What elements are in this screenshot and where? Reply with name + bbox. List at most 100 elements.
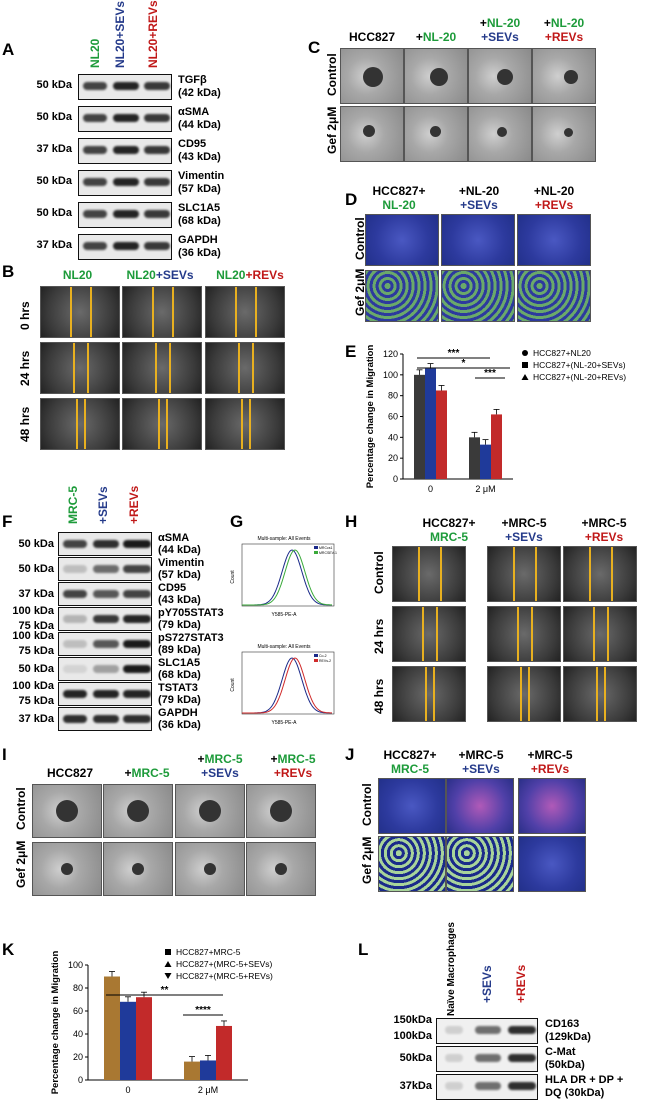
scratch-boundary-line bbox=[528, 667, 530, 721]
panel-f-blot bbox=[58, 707, 152, 731]
bar bbox=[425, 368, 436, 479]
panel-j-col-line2: MRC-5 bbox=[391, 762, 429, 776]
flow-ylabel: Count bbox=[230, 570, 236, 584]
blot-band bbox=[123, 665, 151, 673]
panel-h-micrograph bbox=[392, 606, 466, 662]
panel-f-size-label: (79 kDa) bbox=[158, 694, 201, 706]
scratch-boundary-line bbox=[607, 607, 609, 661]
blot-band bbox=[93, 590, 119, 598]
panel-a-kda-label: 50 kDa bbox=[36, 175, 72, 187]
scratch-boundary-line bbox=[517, 607, 519, 661]
panel-i-micrograph bbox=[32, 842, 102, 896]
panel-j-col-line1: +MRC-5 bbox=[527, 748, 573, 762]
panel-c-micrograph bbox=[468, 106, 532, 162]
scratch-boundary-line bbox=[166, 399, 168, 449]
panel-f-blot bbox=[58, 532, 152, 556]
panel-l-protein-label: CD163 bbox=[545, 1018, 580, 1030]
blot-band bbox=[62, 640, 87, 648]
blot-band bbox=[123, 640, 151, 648]
scratch-boundary-line bbox=[84, 399, 86, 449]
panel-f-size-label: (89 kDa) bbox=[158, 644, 201, 656]
scratch-boundary-line bbox=[158, 399, 160, 449]
panel-a-protein-label: αSMA bbox=[178, 106, 210, 118]
panel-c-letter: C bbox=[308, 38, 321, 57]
scratch-boundary-line bbox=[531, 607, 533, 661]
panel-f-protein-label: pS727STAT3 bbox=[158, 632, 224, 644]
panel-l-lane-3: +REVs bbox=[514, 964, 528, 1003]
panel-i-row-label: Gef 2μM bbox=[14, 840, 28, 888]
panel-i-row-label: Control bbox=[14, 787, 28, 830]
panel-j-col-line2: +SEVs bbox=[462, 762, 500, 776]
blot-band bbox=[475, 1054, 501, 1062]
blot-band bbox=[113, 114, 139, 122]
blot-band bbox=[93, 540, 119, 548]
panel-j-micrograph bbox=[518, 778, 586, 834]
panel-g-letter: G bbox=[230, 512, 244, 531]
panel-h-col-header: HCC827+ MRC-5 bbox=[410, 516, 488, 544]
bar bbox=[469, 437, 480, 479]
panel-j-micrograph bbox=[378, 778, 446, 834]
panel-f-protein-label: TSTAT3 bbox=[158, 682, 198, 694]
panel-b-letter: B bbox=[2, 262, 15, 281]
blot-band bbox=[445, 1026, 463, 1034]
panel-d-col-line2: NL-20 bbox=[382, 198, 416, 212]
scratch-boundary-line bbox=[252, 343, 254, 393]
panel-h-row-label: 48 hrs bbox=[372, 678, 386, 714]
x-tick-label: 0 bbox=[428, 484, 433, 494]
panel-a-size-label: (36 kDa) bbox=[178, 247, 221, 259]
blot-band bbox=[82, 114, 107, 122]
blot-band bbox=[62, 565, 87, 573]
y-tick-label: 120 bbox=[383, 349, 398, 359]
blot-band bbox=[123, 690, 151, 698]
legend-marker bbox=[165, 949, 171, 955]
panel-j-col-header: +MRC-5 +REVs bbox=[512, 748, 588, 776]
blot-band bbox=[62, 690, 87, 698]
panel-d-micrograph bbox=[517, 214, 591, 266]
plus-sign: + bbox=[124, 766, 132, 780]
x-tick-label: 2 μM bbox=[475, 484, 495, 494]
spheroid bbox=[497, 69, 513, 85]
panel-e-letter: E bbox=[345, 342, 357, 361]
panel-b-micrograph bbox=[122, 398, 202, 450]
panel-h-col-line1: +MRC-5 bbox=[581, 516, 627, 530]
panel-l-size-label: (129kDa) bbox=[545, 1031, 591, 1043]
flow-legend-swatch bbox=[314, 659, 318, 662]
panel-a-kda-label: 50 kDa bbox=[36, 79, 72, 91]
panel-c-row-label: Gef 2μM bbox=[325, 106, 339, 154]
y-axis-label: Percentage change in Migration bbox=[50, 951, 61, 1095]
spheroid bbox=[430, 126, 441, 137]
panel-c-col-3: +NL-20 +SEVs bbox=[468, 16, 532, 44]
legend-marker bbox=[521, 374, 529, 380]
panel-a-size-label: (42 kDa) bbox=[178, 87, 221, 99]
panel-f-kda-label: 37 kDa bbox=[18, 588, 54, 600]
panel-i-letter: I bbox=[2, 745, 7, 764]
panel-f-blot bbox=[58, 607, 152, 631]
blot-band bbox=[123, 540, 151, 548]
scratch-boundary-line bbox=[73, 343, 75, 393]
blot-band bbox=[93, 640, 119, 648]
panel-j-micrograph bbox=[446, 836, 514, 892]
panel-d-letter: D bbox=[345, 190, 358, 209]
legend-marker bbox=[522, 362, 528, 368]
panel-f-lane-1: MRC-5 bbox=[66, 486, 80, 524]
panel-f-size-label: (68 kDa) bbox=[158, 669, 201, 681]
blot-band bbox=[93, 690, 119, 698]
y-tick-label: 40 bbox=[73, 1029, 83, 1039]
panel-l-blot bbox=[436, 1018, 538, 1044]
scratch-boundary-line bbox=[425, 667, 427, 721]
panel-j-letter: J bbox=[345, 745, 355, 764]
panel-f-lane-2: +SEVs bbox=[96, 486, 110, 524]
panel-j-micrograph bbox=[446, 778, 514, 834]
panel-b-micrograph bbox=[40, 286, 120, 338]
legend-label: HCC827+(MRC-5+REVs) bbox=[176, 971, 273, 981]
blot-band bbox=[508, 1054, 536, 1062]
panel-f-blot bbox=[58, 632, 152, 656]
scratch-boundary-line bbox=[433, 667, 435, 721]
panel-j-col-header: HCC827+ MRC-5 bbox=[372, 748, 448, 776]
blot-band bbox=[93, 565, 119, 573]
panel-l-lane-1: Naïve Macrophages bbox=[446, 922, 457, 1016]
spheroid bbox=[430, 68, 448, 86]
panel-f-blot bbox=[58, 557, 152, 581]
scratch-boundary-line bbox=[249, 399, 251, 449]
legend-label: HCC827+(NL-20+SEVs) bbox=[533, 360, 626, 370]
